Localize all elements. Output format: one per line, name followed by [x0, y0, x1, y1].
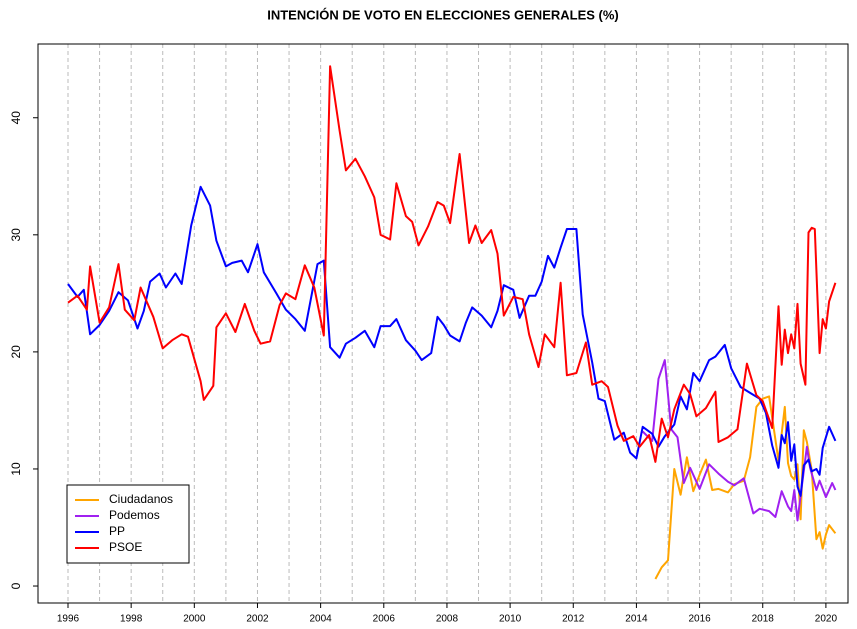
y-tick-label: 0	[9, 582, 23, 589]
x-tick-label: 2020	[815, 614, 838, 625]
legend-label: PSOE	[109, 540, 142, 554]
y-tick-label: 30	[9, 228, 23, 242]
legend-label: PP	[109, 524, 125, 538]
legend-label: Podemos	[109, 508, 160, 522]
x-tick-label: 1998	[120, 614, 143, 625]
chart-title: INTENCIÓN DE VOTO EN ELECCIONES GENERALE…	[267, 7, 619, 22]
legend-box	[66, 484, 190, 564]
y-tick-label: 20	[9, 345, 23, 359]
x-tick-label: 2016	[688, 614, 711, 625]
x-tick-label: 2014	[625, 614, 648, 625]
x-tick-label: 2012	[562, 614, 585, 625]
x-tick-label: 2008	[436, 614, 459, 625]
y-tick-label: 40	[9, 111, 23, 125]
y-tick-label: 10	[9, 462, 23, 476]
plot-frame	[37, 43, 849, 604]
x-tick-label: 2004	[310, 614, 333, 625]
x-tick-label: 2000	[183, 614, 206, 625]
series-line	[67, 185, 837, 497]
x-tick-label: 2006	[373, 614, 396, 625]
x-tick-label: 2018	[752, 614, 775, 625]
x-tick-label: 2002	[246, 614, 269, 625]
x-tick-label: 1996	[57, 614, 80, 625]
x-tick-label: 2010	[499, 614, 522, 625]
series-line	[654, 395, 837, 580]
series-line	[67, 65, 837, 463]
legend-label: Ciudadanos	[109, 492, 173, 506]
legend: Ciudadanos Podemos PP PSOE	[66, 484, 190, 564]
